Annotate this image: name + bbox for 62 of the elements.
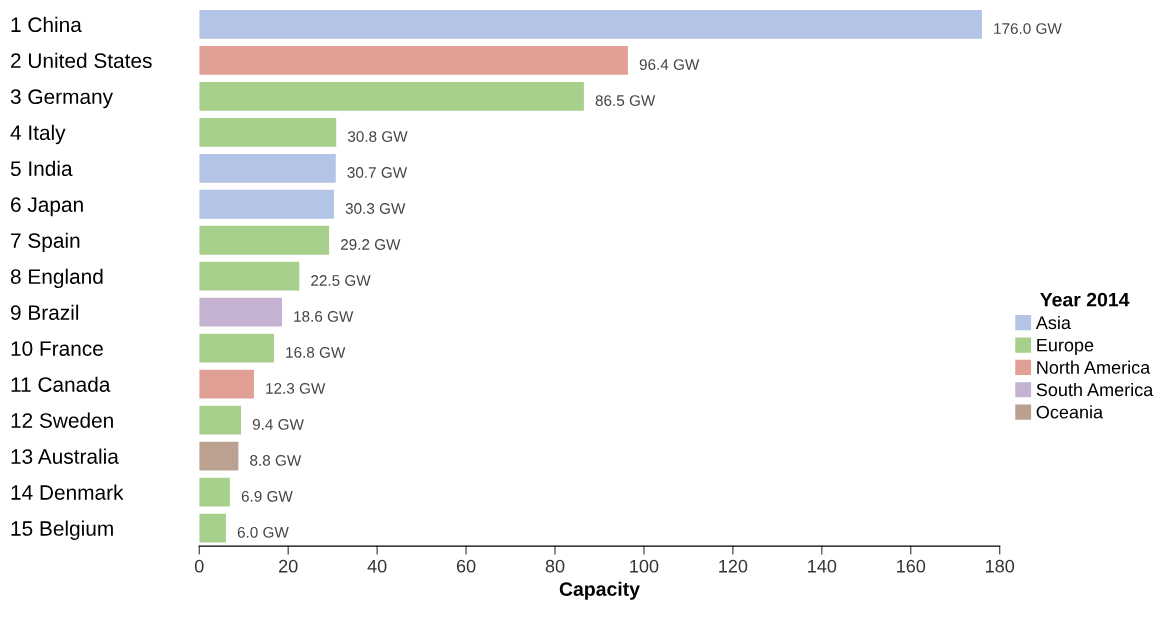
legend-label: Oceania — [1036, 405, 1104, 419]
bar — [199, 261, 300, 291]
y-tick-label: 4 Italy — [10, 124, 66, 145]
text: 6.0 GW — [237, 526, 289, 538]
legend-title: Year 2014 — [1040, 292, 1130, 307]
y-tick-label: 11 Canada — [11, 376, 111, 392]
x-tick-label: 160 — [897, 559, 926, 573]
y-tick-label: 15 Belgium — [11, 520, 113, 540]
y-tick-label: 10 France — [11, 341, 103, 356]
bar — [199, 513, 226, 543]
legend-label: Asia — [1035, 315, 1071, 330]
text: 6.9 GW — [241, 490, 293, 502]
bar — [199, 441, 239, 471]
bar — [199, 369, 254, 399]
x-tick-label: 20 — [279, 559, 298, 573]
x-axis-title: Capacity — [559, 581, 640, 600]
bar — [199, 153, 336, 183]
y-tick-label: 9 Brazil — [10, 304, 79, 320]
text: 30.3 GW — [345, 203, 406, 214]
x-tick-label: 140 — [808, 559, 837, 573]
bar — [199, 117, 337, 147]
x-tick-label: 60 — [456, 559, 476, 573]
y-tick-label: 3 Germany — [10, 89, 114, 109]
text: 86.5 GW — [595, 95, 656, 106]
y-tick-label: 14 Denmark — [11, 484, 124, 500]
bar — [199, 225, 330, 255]
text: 176.0 GW — [994, 23, 1062, 34]
bar — [199, 405, 242, 435]
y-tick-label: 13 Australia — [11, 448, 119, 464]
legend-label: Europe — [1037, 338, 1094, 356]
bar — [199, 45, 628, 75]
text: 18.6 GW — [294, 311, 354, 322]
x-tick-label: 180 — [986, 559, 1015, 573]
y-tick-label: 8 England — [10, 268, 103, 289]
y-tick-label: 1 China — [11, 16, 82, 33]
bar — [199, 9, 982, 39]
bar — [199, 477, 230, 507]
legend-label: South America — [1036, 382, 1154, 397]
bar — [199, 297, 282, 327]
y-tick-label: 12 Sweden — [11, 412, 113, 428]
x-tick-label: 100 — [630, 559, 659, 573]
text: 30.8 GW — [347, 131, 408, 142]
x-tick-label: 120 — [719, 559, 748, 573]
text: 22.5 GW — [311, 275, 371, 286]
text: 29.2 GW — [340, 239, 401, 250]
x-tick-label: 40 — [367, 559, 387, 573]
y-tick-label: 7 Spain — [11, 232, 80, 253]
y-tick-label: 5 India — [10, 160, 73, 177]
bar — [199, 81, 584, 111]
y-tick-label: 2 United States — [11, 52, 152, 69]
text: 30.7 GW — [347, 167, 408, 178]
text: 9.4 GW — [252, 419, 304, 430]
bar — [199, 189, 334, 219]
text: 96.4 GW — [639, 59, 700, 70]
bar — [199, 333, 274, 363]
text: 16.8 GW — [286, 347, 346, 358]
x-tick-label: 80 — [545, 559, 565, 573]
text: 12.3 GW — [266, 383, 326, 394]
legend-label: North America — [1037, 360, 1151, 374]
y-tick-label: 6 Japan — [11, 197, 83, 217]
x-tick-label: 0 — [194, 559, 204, 573]
text: 8.8 GW — [250, 454, 302, 466]
